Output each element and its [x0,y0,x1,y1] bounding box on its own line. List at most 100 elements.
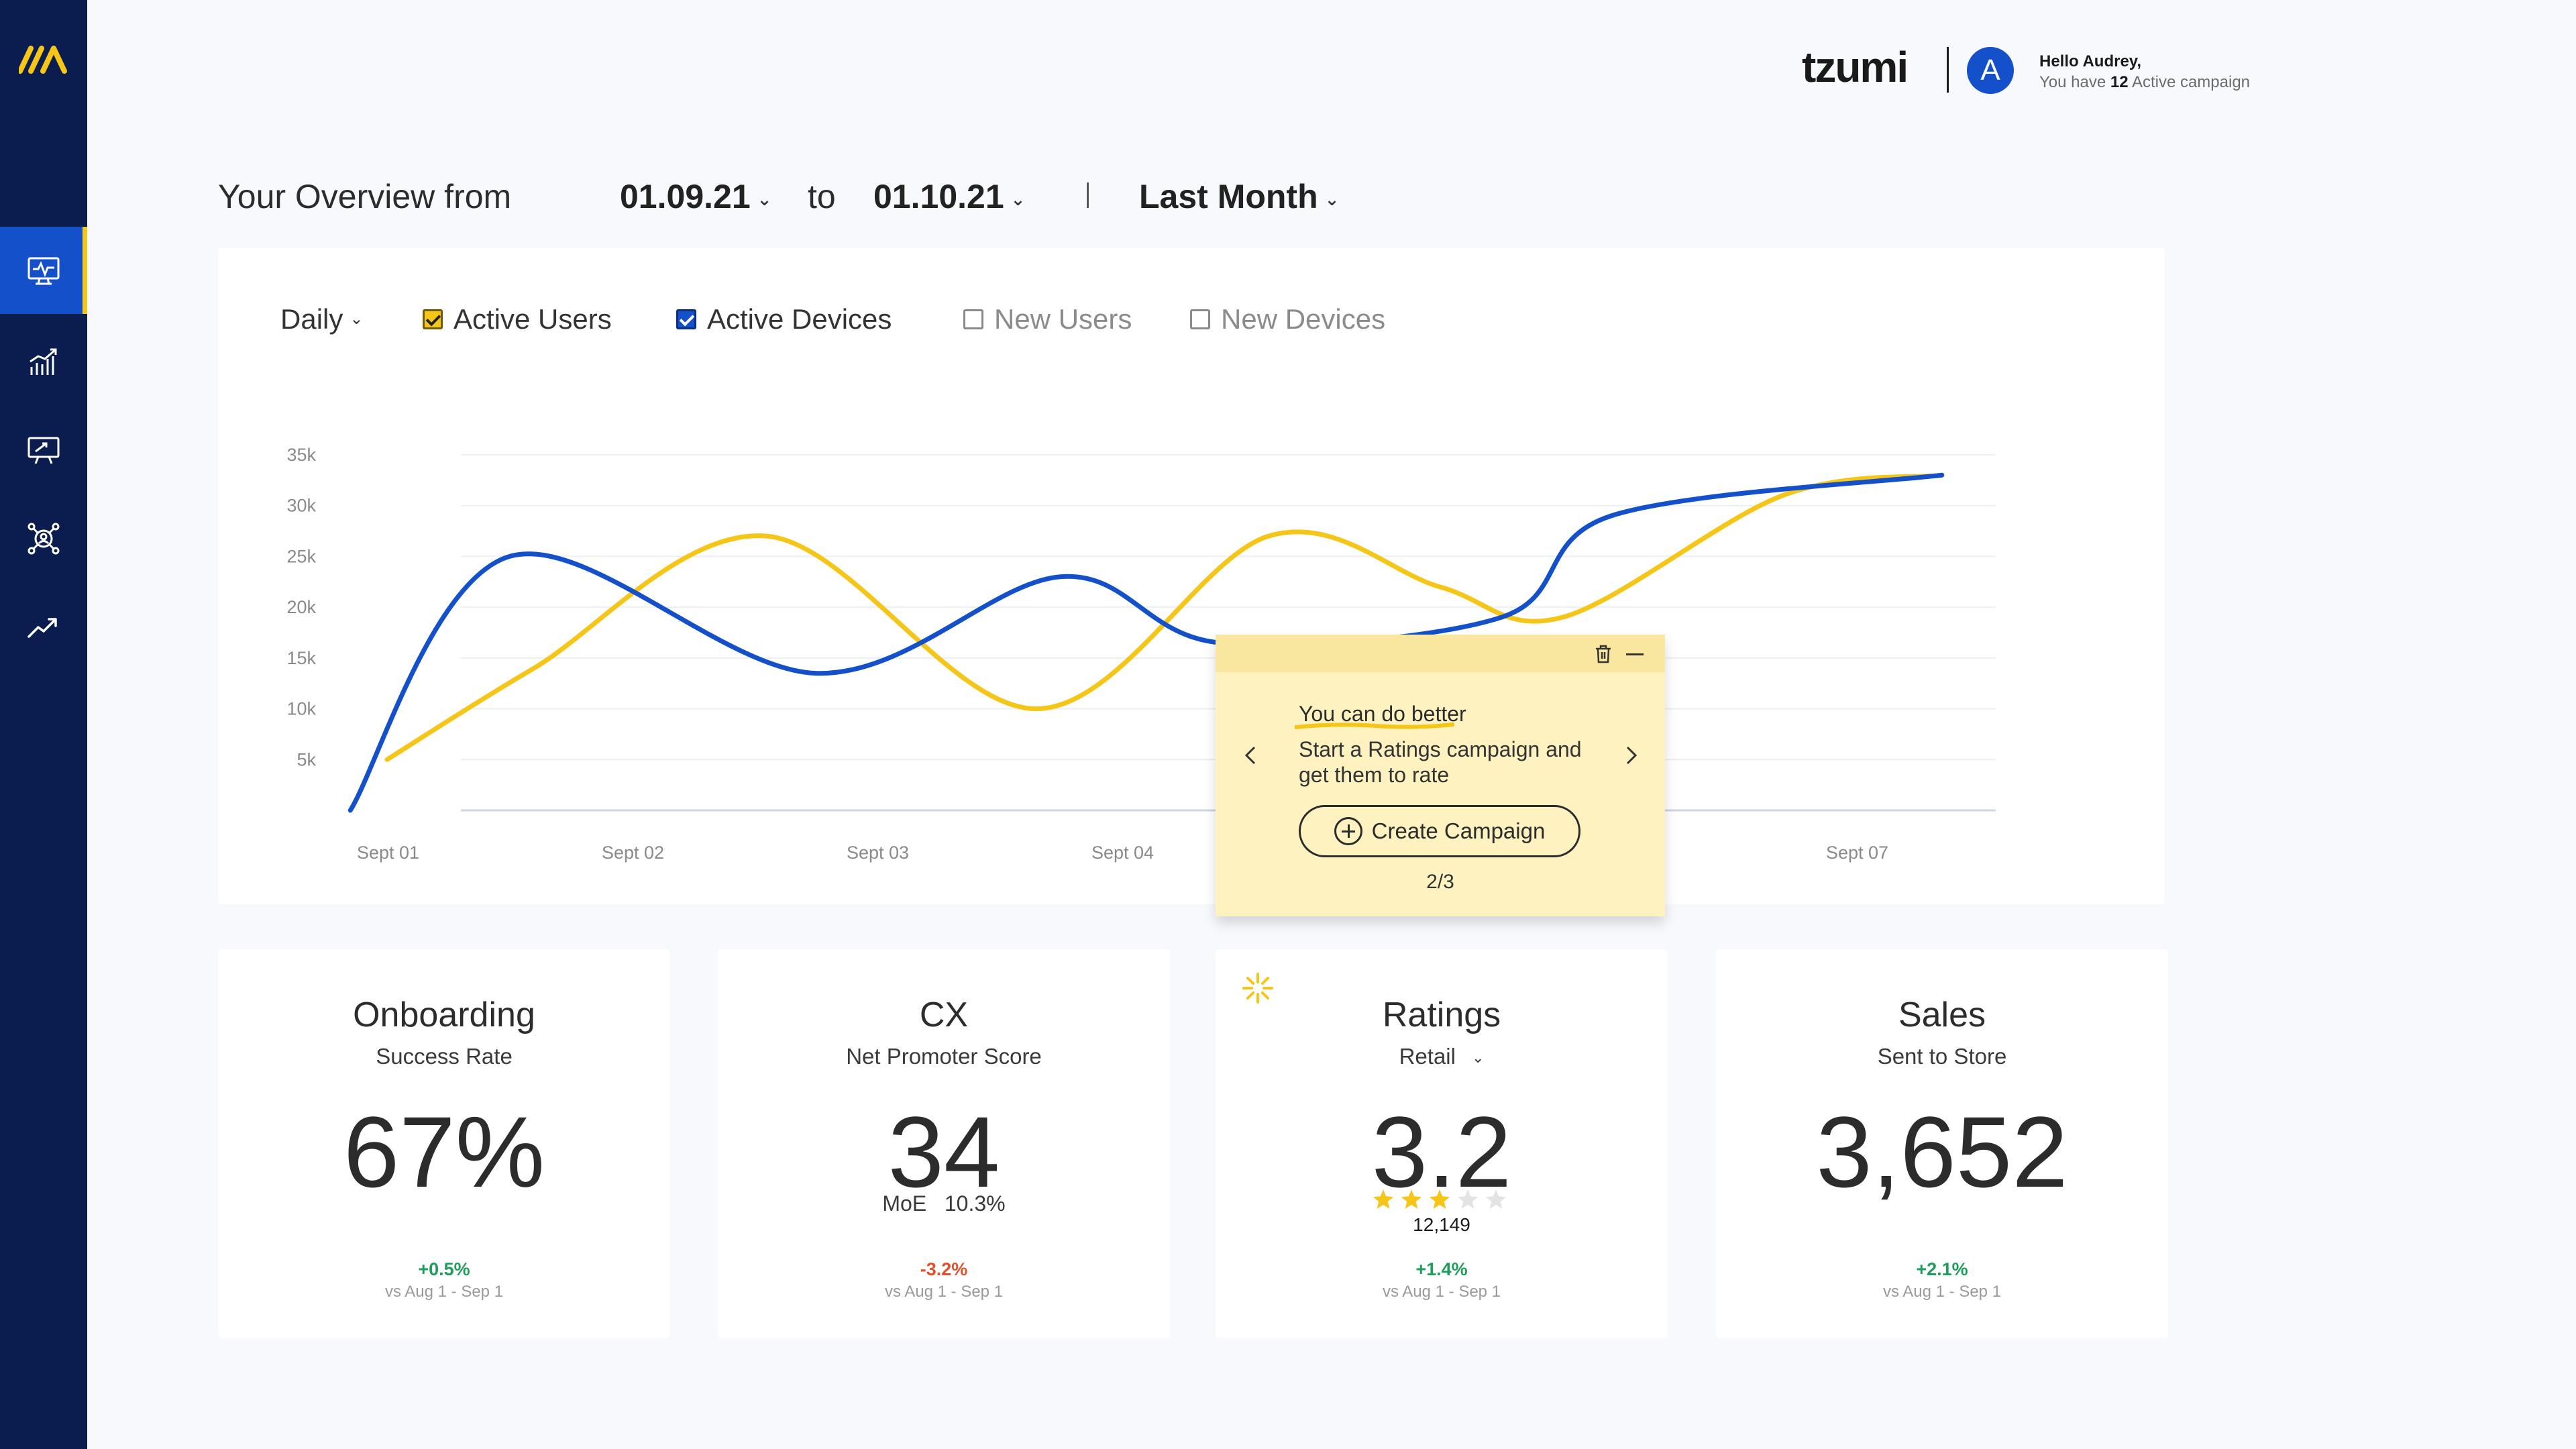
network-users-icon [28,523,60,555]
kpi-value: 34 [888,1095,1000,1208]
filter-label: New Users [994,303,1132,335]
sidebar-item-dashboard[interactable] [0,227,87,314]
avatar[interactable]: A [1967,47,2014,94]
star-icon [1485,1189,1507,1209]
line-chart: 5k 10k 15k 20k 25k 30k 35k Sept 01 Sept 02 Sept 0… [286,445,1996,863]
kpi-compare: vs Aug 1 - Sep 1 [1882,1283,2002,1301]
popup-pager: 2/3 [1426,871,1454,893]
kpi-moe: MoE 10.3% [718,1189,1170,1218]
ratings-channel-select[interactable]: Retail ⌄ [1216,1042,1668,1073]
kpi-card-ratings[interactable]: Ratings Retail ⌄ 3.2 12,149 +1.4% vs Aug … [1216,949,1668,1338]
filter-new-devices[interactable]: New Devices [1190,301,1385,338]
y-tick-label: 10k [286,699,316,719]
kpi-value: 3,652 [1816,1095,2068,1208]
kpi-delta: -3.2% [920,1259,968,1279]
greeting-hello: Hello Audrey, [2039,52,2142,70]
from-date-select[interactable]: 01.09.21 ⌄ [620,176,771,220]
kpi-card-cx[interactable]: CX Net Promoter Score 34 MoE 10.3% -3.2%… [718,949,1170,1338]
moe-label: MoE [882,1191,927,1216]
minimize-icon[interactable] [1626,653,1644,655]
presentation-icon [28,437,60,464]
popup-header [1216,635,1665,672]
x-tick-label: Sept 07 [1826,843,1888,863]
star-icon [1429,1189,1450,1209]
brand-logo: tzumi [1802,48,1909,91]
avatar-letter: A [1980,54,2000,87]
popup-body: Start a Ratings campaign and get them to… [1299,737,1582,787]
campaign-prefix: You have [2039,73,2106,91]
kpi-title: Sales [1898,996,1986,1034]
kpi-title: Onboarding [353,996,535,1034]
period-value: Last Month [1139,178,1318,215]
series-line-active-devices [347,472,1945,813]
create-campaign-label: Create Campaign [1371,818,1546,843]
y-tick-label: 30k [286,496,316,516]
brand-logo-icon[interactable] [19,42,68,75]
kpi-subtitle: Retail [1399,1044,1456,1069]
sidebar-item-campaigns[interactable] [0,407,87,494]
x-tick-label: Sept 01 [357,843,419,863]
kpi-subtitle: Net Promoter Score [846,1044,1042,1069]
checkbox-icon[interactable] [963,309,983,329]
sidebar-item-analytics[interactable] [0,318,87,405]
highlight-underline [1295,722,1454,729]
monitor-dashboard-icon [28,257,60,285]
filter-label: Active Users [453,303,612,335]
kpi-card-onboarding[interactable]: Onboarding Success Rate 67% +0.5% vs Aug… [218,949,670,1338]
chevron-down-icon: ⌄ [757,189,772,209]
filter-active-devices[interactable]: Active Devices [676,301,892,338]
overview-label: Your Overview from [218,178,512,215]
from-date-value: 01.09.21 [620,178,751,215]
kpi-compare: vs Aug 1 - Sep 1 [1382,1283,1501,1301]
campaign-suffix: Active campaign [2131,73,2251,91]
bar-chart-icon [30,348,57,375]
filter-active-users[interactable]: Active Users [423,301,612,338]
checkbox-icon[interactable] [1190,309,1210,329]
campaign-summary: You have 12 Active campaign [2039,72,2250,93]
sidebar [0,0,87,1449]
moe-value: 10.3% [944,1191,1006,1216]
y-tick-label: 35k [286,445,316,465]
x-tick-label: Sept 02 [602,843,664,863]
chevron-right-icon[interactable] [1622,742,1641,769]
create-campaign-button[interactable]: Create Campaign [1299,805,1580,857]
filter-new-users[interactable]: New Users [963,301,1132,338]
chevron-down-icon: ⌄ [350,310,364,328]
filter-label: New Devices [1221,303,1386,335]
checkbox-checked-icon[interactable] [676,309,696,329]
x-tick-label: Sept 04 [1091,843,1154,863]
chevron-down-icon: ⌄ [1471,1049,1485,1067]
y-tick-label: 25k [286,546,316,566]
y-tick-label: 15k [286,648,316,668]
kpi-compare: vs Aug 1 - Sep 1 [384,1283,504,1301]
greeting: Hello Audrey, You have 12 Active campaig… [2039,51,2250,93]
star-icon [1401,1189,1422,1209]
period-select[interactable]: Last Month ⌄ [1139,176,1339,220]
to-date-value: 01.10.21 [873,178,1004,215]
sidebar-item-users[interactable] [0,495,87,582]
chevron-left-icon[interactable] [1241,742,1260,769]
kpi-value: 67% [343,1095,545,1208]
to-date-select[interactable]: 01.10.21 ⌄ [873,176,1025,220]
tip-popup: You can do better Start a Ratings campai… [1216,635,1665,916]
y-tick-label: 5k [297,749,316,769]
trash-icon[interactable] [1594,644,1613,664]
kpi-title: CX [919,996,969,1034]
plus-circle-icon [1334,817,1362,845]
kpi-card-sales[interactable]: Sales Sent to Store 3,652 +2.1% vs Aug 1… [1716,949,2168,1338]
y-tick-label: 20k [286,597,316,617]
interval-value: Daily [280,303,343,335]
checkbox-checked-icon[interactable] [423,309,443,329]
filter-label: Active Devices [707,303,892,335]
overview-divider [1087,182,1089,208]
chart-card [218,248,2165,904]
kpi-value: 3.2 [1371,1095,1512,1208]
campaign-count: 12 [2110,73,2129,91]
kpi-delta: +1.4% [1415,1259,1468,1279]
sidebar-item-trends[interactable] [0,584,87,671]
kpi-delta: +0.5% [418,1259,470,1279]
interval-select[interactable]: Daily ⌄ [280,301,363,338]
header-divider [1947,47,1949,93]
star-rating [1216,1188,1668,1212]
kpi-subtitle: Sent to Store [1877,1044,2007,1069]
